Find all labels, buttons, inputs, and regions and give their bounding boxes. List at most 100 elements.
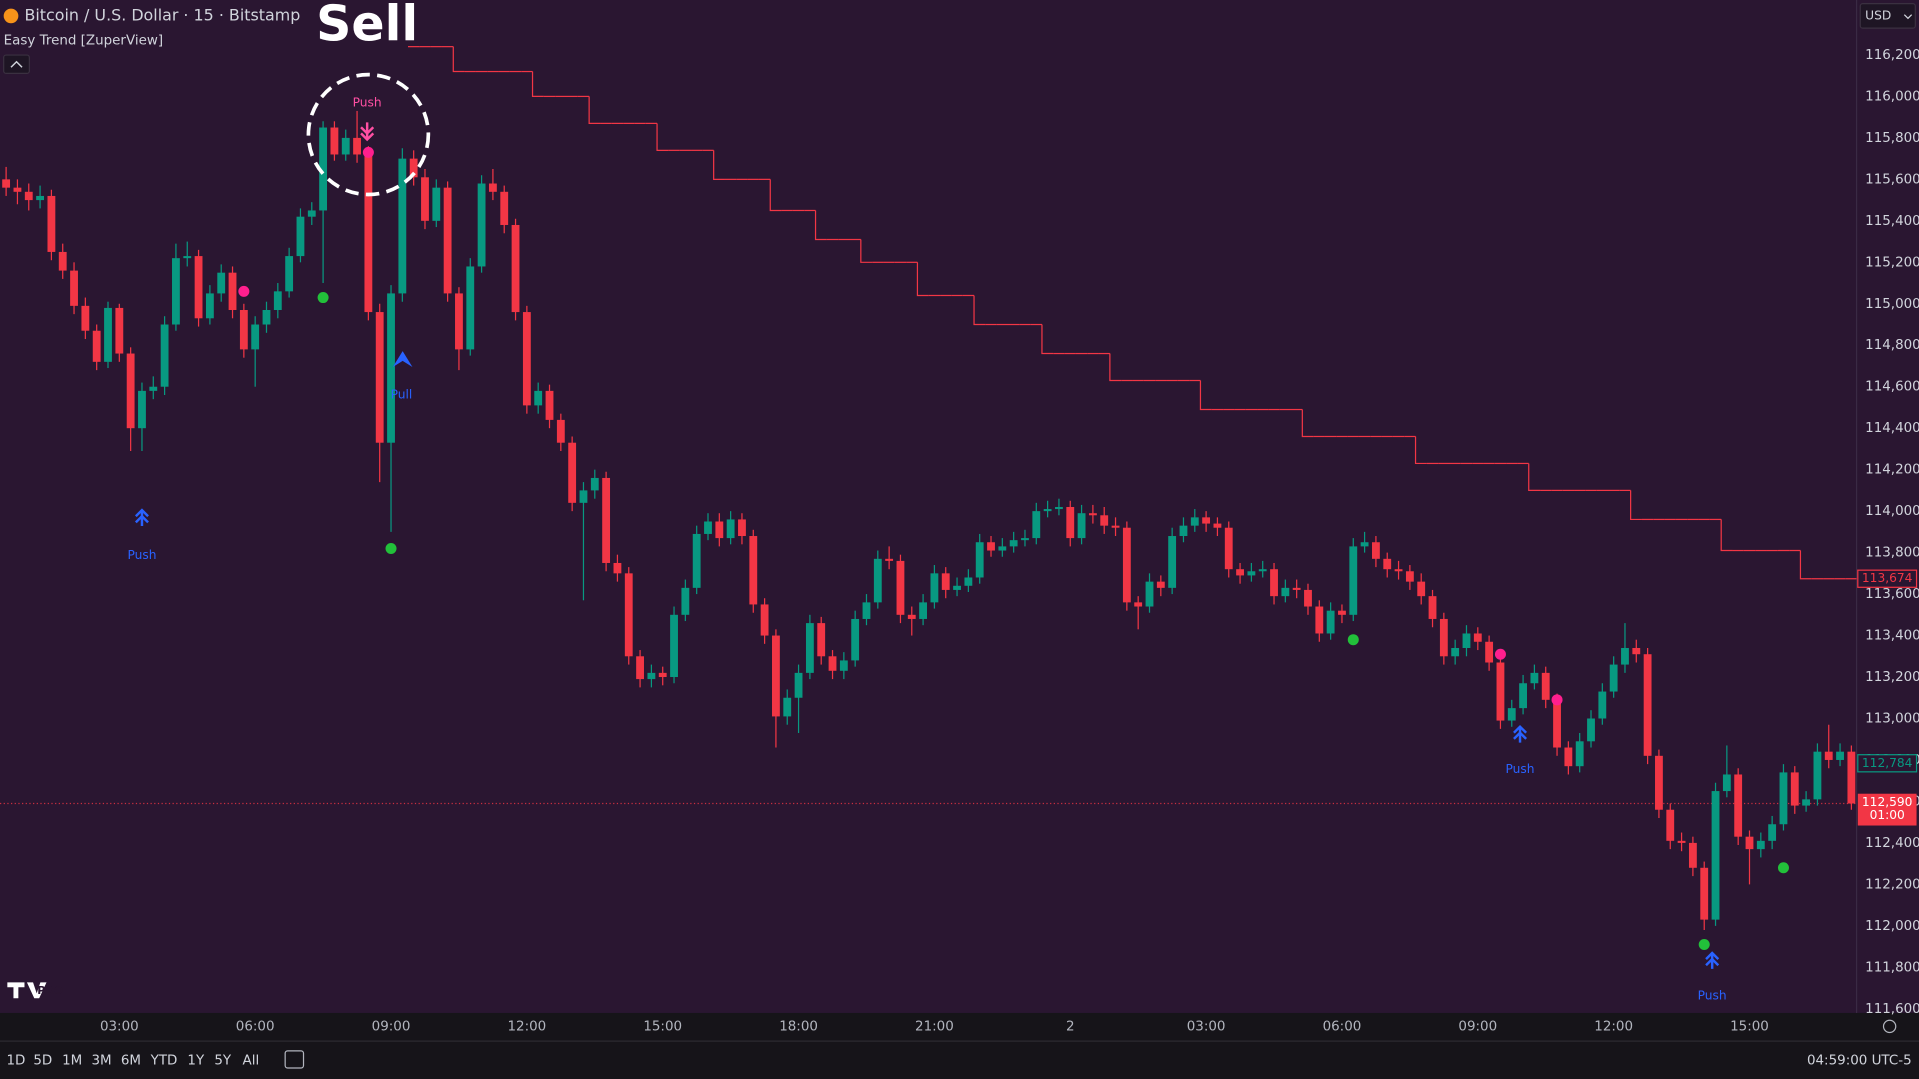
y-tick-label: 114,200 (1865, 463, 1919, 478)
x-tick-label: 2 (1066, 1019, 1075, 1034)
y-tick-label: 115,000 (1865, 297, 1919, 312)
candle-body (1032, 511, 1041, 539)
candle-body (556, 419, 565, 443)
candle-body (1383, 558, 1392, 570)
signal-label: Push (1506, 762, 1535, 776)
sell-dot (1494, 648, 1506, 660)
range-button[interactable]: All (243, 1054, 260, 1069)
candle-body (534, 390, 543, 406)
trail-step (1799, 550, 1812, 580)
tv-logo (7, 982, 47, 999)
candle-body (160, 324, 169, 387)
range-button[interactable]: 1M (62, 1054, 82, 1069)
candle-body (1756, 840, 1765, 850)
candle-body (1236, 569, 1244, 576)
candle-body (907, 614, 916, 619)
candle-body (1224, 527, 1233, 570)
y-tick-label: 114,600 (1865, 380, 1919, 395)
candle-body (1722, 774, 1731, 792)
candle-body (522, 312, 531, 406)
candle-body (262, 309, 271, 325)
signal-label: Pull (391, 388, 413, 402)
range-button[interactable]: 1Y (187, 1054, 205, 1069)
trail-price-label-box (1857, 569, 1918, 588)
candle-body (1134, 602, 1143, 607)
range-button[interactable]: 6M (121, 1054, 141, 1069)
y-tick-label: 114,000 (1865, 504, 1919, 519)
range-button[interactable]: 3M (91, 1054, 111, 1069)
y-tick-label: 113,600 (1865, 587, 1919, 602)
y-tick-label: 113,400 (1865, 629, 1919, 644)
indicator-name: Easy Trend [ZuperView] (4, 33, 163, 48)
settings-icon[interactable] (1882, 1019, 1897, 1034)
candle-body (760, 604, 769, 636)
marker-price-label: 112,784 (1862, 756, 1913, 770)
y-tick-label: 114,800 (1865, 338, 1919, 353)
candle-body (1734, 774, 1743, 837)
collapse-button[interactable] (3, 54, 30, 75)
candle-body (488, 183, 497, 192)
candle-body (1473, 633, 1482, 642)
candle-body (375, 312, 384, 443)
y-tick-label: 113,800 (1865, 546, 1919, 561)
y-tick-label: 115,800 (1865, 131, 1919, 146)
candle-body (387, 293, 395, 443)
bitcoin-icon (3, 8, 19, 24)
candle-body (1315, 606, 1324, 634)
candle-body (636, 656, 644, 680)
trail-step (1528, 463, 1541, 492)
candle-body (92, 330, 101, 362)
x-tick-label: 09:00 (372, 1019, 411, 1034)
candle-body (658, 672, 667, 678)
candle-body (896, 560, 905, 615)
sell-dot (238, 285, 250, 297)
candle-body (138, 390, 146, 429)
range-button[interactable]: 5D (33, 1054, 52, 1069)
candle-body (1598, 691, 1607, 719)
currency-button[interactable] (1859, 3, 1916, 29)
candle-body (1360, 542, 1369, 547)
buy-dot (1777, 862, 1789, 874)
calendar-icon[interactable] (284, 1050, 305, 1069)
candle-body (239, 309, 248, 350)
candle-body (1066, 506, 1075, 539)
candle-body (1462, 633, 1471, 648)
y-tick-label: 116,000 (1865, 89, 1919, 104)
range-button[interactable]: YTD (150, 1054, 178, 1069)
candle-body (104, 307, 112, 362)
candle-body (1043, 509, 1052, 512)
candle-body (409, 158, 418, 178)
x-tick-label: 09:00 (1458, 1019, 1497, 1034)
y-tick-label: 115,200 (1865, 255, 1919, 270)
candle-body (1802, 799, 1811, 806)
pull-arrow (392, 351, 413, 368)
buy-dot (385, 542, 397, 554)
candle-body (432, 187, 441, 221)
candle-body (851, 618, 860, 661)
candle-body (1530, 672, 1539, 684)
candle-body (1009, 540, 1018, 547)
candle-body (1439, 618, 1448, 657)
candle-body (647, 672, 656, 680)
candle-body (1575, 741, 1584, 767)
x-tick-label: 21:00 (915, 1019, 954, 1034)
range-button[interactable]: 1D (6, 1054, 25, 1069)
candle-body (1643, 654, 1652, 756)
candle-body (421, 177, 429, 221)
candle-body (941, 573, 950, 590)
y-tick-label: 111,600 (1865, 1002, 1919, 1017)
range-button[interactable]: 5Y (214, 1054, 232, 1069)
candle-body (930, 573, 939, 603)
marker-price-label-box (1857, 754, 1918, 773)
collapse-icon (10, 60, 23, 68)
candle-body (1587, 718, 1595, 742)
candle-body (1417, 581, 1426, 597)
clock: 04:59:00 UTC-5 (1807, 1054, 1912, 1069)
signal-label: Push (127, 548, 156, 562)
candle-body (613, 562, 622, 574)
candle-body (1292, 587, 1301, 590)
x-tick-label: 03:00 (1187, 1019, 1226, 1034)
candle-body (817, 623, 826, 657)
candle-body (353, 137, 361, 155)
